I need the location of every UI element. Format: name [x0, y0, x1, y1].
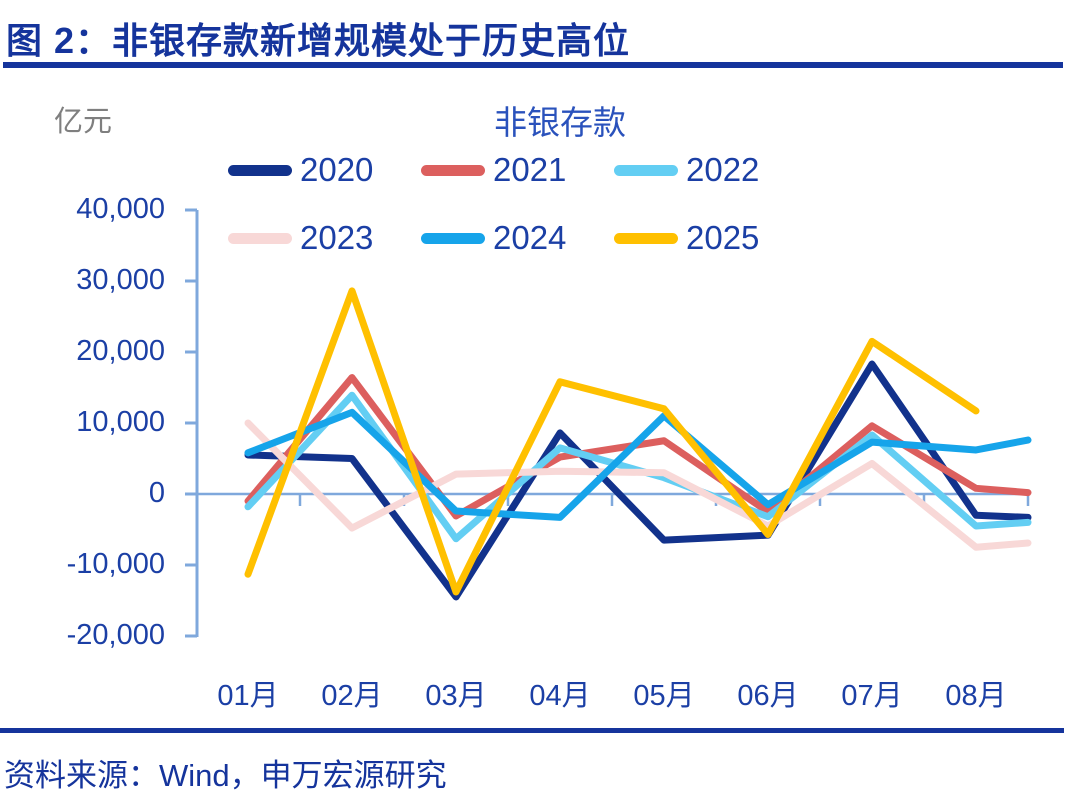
footer-rule	[0, 728, 1064, 733]
y-tick-label: 10,000	[76, 406, 165, 438]
legend-label: 2021	[493, 151, 567, 188]
legend-item-2020: 2020	[228, 150, 421, 190]
chart-legend: 2020 2021 2022 2023 2024 2025	[228, 150, 807, 258]
x-tick-label: 03月	[425, 680, 487, 712]
series-line-2025	[244, 287, 980, 596]
chart-title: 非银存款	[494, 104, 626, 141]
y-axis-unit-label: 亿元	[54, 106, 113, 138]
legend-swatch-2025	[614, 232, 678, 244]
x-tick-label: 01月	[217, 680, 279, 712]
y-tick-label: 20,000	[76, 335, 165, 367]
y-tick-label: 0	[148, 477, 165, 509]
legend-swatch-2021	[421, 164, 485, 176]
y-tick-label: -20,000	[66, 619, 165, 651]
x-tick-label: 02月	[321, 680, 383, 712]
legend-item-2024: 2024	[421, 218, 614, 258]
legend-swatch-2023	[228, 232, 292, 244]
y-tick-label: -10,000	[66, 548, 165, 580]
legend-item-2022: 2022	[614, 150, 807, 190]
source-note: 资料来源：Wind，申万宏源研究	[4, 758, 447, 793]
legend-label: 2024	[493, 219, 567, 256]
legend-swatch-2020	[228, 164, 292, 176]
x-tick-label: 05月	[633, 680, 695, 712]
y-tick-label: 30,000	[76, 264, 165, 296]
title-underline-rule	[3, 62, 1063, 68]
series-line-2024	[244, 408, 1032, 521]
chart-series-lines	[244, 287, 1032, 601]
legend-item-2021: 2021	[421, 150, 614, 190]
figure-title: 图 2：非银存款新增规模处于历史高位	[6, 20, 631, 61]
series-line-2021	[244, 374, 1032, 520]
legend-label: 2025	[686, 219, 760, 256]
x-tick-label: 04月	[529, 680, 591, 712]
y-tick-label: 40,000	[76, 193, 165, 225]
x-tick-label: 07月	[841, 680, 903, 712]
x-tick-label: 08月	[945, 680, 1007, 712]
series-line-2023	[244, 419, 1032, 551]
legend-item-2025: 2025	[614, 218, 807, 258]
legend-item-2023: 2023	[228, 218, 421, 258]
legend-swatch-2022	[614, 164, 678, 176]
legend-swatch-2024	[421, 232, 485, 244]
legend-label: 2023	[300, 219, 374, 256]
x-axis-tick-labels: 01月 02月 03月 04月 05月 06月 07月 08月	[0, 672, 1080, 712]
legend-label: 2022	[686, 151, 760, 188]
x-tick-label: 06月	[737, 680, 799, 712]
legend-label: 2020	[300, 151, 374, 188]
